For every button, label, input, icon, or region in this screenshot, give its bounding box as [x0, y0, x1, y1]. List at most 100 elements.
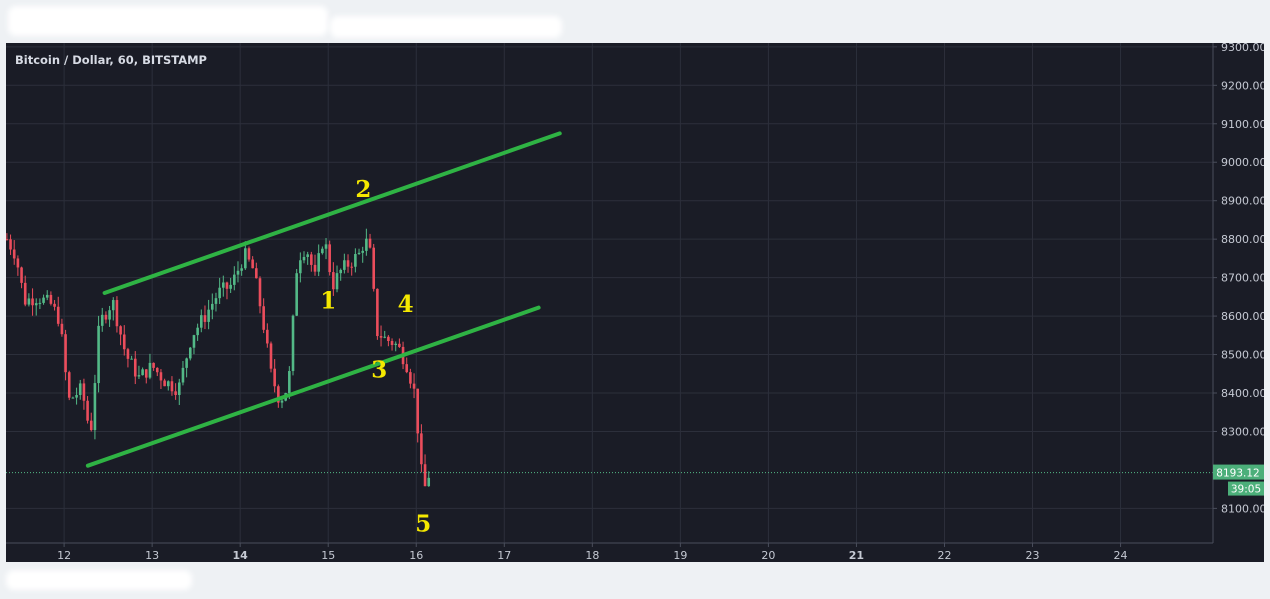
candle-body: [42, 297, 45, 303]
candle-body: [350, 266, 353, 268]
candle-body: [302, 256, 306, 261]
candle-body: [152, 362, 155, 368]
candle-body: [159, 372, 163, 381]
candle-body: [405, 364, 409, 373]
candle-body: [185, 358, 188, 368]
x-tick-label: 23: [1026, 549, 1040, 562]
candle-body: [218, 287, 221, 299]
candle-body: [196, 327, 199, 336]
y-axis[interactable]: 9300.00 9200.00 9100.00 9000.00 8900.00 8800.…: [1213, 43, 1264, 515]
wave-label-3: 3: [371, 357, 387, 384]
y-tick-label: 8300.00: [1221, 425, 1264, 438]
y-tick-label: 9200.00: [1221, 79, 1264, 92]
candle-body: [310, 254, 313, 265]
candle-body: [122, 334, 126, 350]
candle-body: [97, 325, 100, 384]
candle-body: [416, 388, 420, 434]
candle-body: [420, 433, 423, 465]
y-tick-label: 8900.00: [1221, 195, 1264, 208]
candle-body: [111, 300, 115, 311]
x-tick-label: 13: [145, 549, 159, 562]
redacted-header-right: [330, 16, 562, 38]
x-tick-label: 12: [57, 549, 71, 562]
x-tick-label: 14: [233, 549, 249, 562]
candle-body: [387, 336, 390, 342]
candle-body: [346, 260, 350, 267]
x-tick-label: 17: [497, 549, 511, 562]
x-tick-label: 16: [409, 549, 423, 562]
x-axis[interactable]: 12 13 14 15 16 17 18 19 20 21 22 23 24: [57, 543, 1128, 562]
candle-body: [409, 372, 412, 384]
candle-body: [233, 274, 236, 285]
y-tick-label: 8500.00: [1221, 349, 1264, 362]
candle-body: [207, 309, 210, 322]
redacted-header: [8, 6, 328, 36]
candle-body: [412, 383, 416, 389]
candle-body: [49, 294, 53, 304]
candle-body: [78, 383, 82, 395]
candle-body: [192, 335, 196, 348]
candle-body: [163, 380, 166, 387]
wave-annotations: 1 2 3 4 5: [320, 176, 431, 538]
candle-body: [277, 386, 280, 403]
x-tick-label: 24: [1114, 549, 1128, 562]
candle-body: [354, 254, 357, 267]
plot-area[interactable]: [6, 43, 1213, 543]
wave-label-5: 5: [415, 510, 431, 537]
candle-body: [141, 369, 144, 376]
candle-body: [86, 400, 89, 421]
candle-body: [155, 367, 159, 373]
candle-body: [383, 336, 387, 338]
candle-body: [273, 368, 276, 387]
candle-body: [71, 397, 75, 399]
candle-body: [16, 258, 20, 268]
candle-body: [394, 343, 398, 345]
x-tick-label: 21: [849, 549, 864, 562]
candle-body: [306, 254, 309, 257]
candle-body: [266, 329, 269, 344]
candle-body: [93, 383, 97, 431]
candle-body: [75, 394, 78, 398]
price-series: [6, 228, 431, 487]
candle-body: [177, 382, 181, 396]
candle-body: [280, 400, 284, 403]
candle-body: [60, 323, 64, 335]
candle-body: [119, 326, 122, 335]
x-tick-label: 20: [761, 549, 775, 562]
candle-body: [148, 362, 152, 378]
last-price-badge: 8193.12 39:05: [1213, 464, 1264, 496]
candle-body: [104, 314, 108, 320]
candle-body: [321, 248, 324, 254]
candle-body: [166, 381, 170, 387]
candle-body: [258, 278, 262, 307]
candle-body: [398, 343, 401, 347]
candle-body: [365, 238, 368, 251]
candle-body: [295, 273, 298, 316]
candle-body: [203, 315, 207, 322]
candle-body: [126, 349, 130, 359]
y-tick-label: 9000.00: [1221, 156, 1264, 169]
last-price-label: 8193.12: [1216, 468, 1259, 480]
candle-body: [324, 244, 328, 249]
trendline-lower-channel[interactable]: [85, 305, 541, 468]
y-tick-label: 9300.00: [1221, 43, 1264, 54]
candle-body: [291, 315, 295, 372]
candle-body: [27, 298, 31, 305]
trendlines[interactable]: [85, 131, 562, 468]
candle-body: [247, 248, 251, 260]
candle-body: [288, 371, 291, 394]
candle-body: [379, 336, 383, 338]
candle-body: [299, 260, 302, 274]
candle-body: [133, 358, 137, 377]
candle-body: [376, 288, 379, 337]
candle-body: [100, 314, 104, 326]
candle-body: [317, 253, 320, 272]
candle-body: [64, 334, 67, 373]
y-tick-label: 9100.00: [1221, 118, 1264, 131]
candle-body: [115, 300, 119, 327]
trendline-upper-channel[interactable]: [102, 131, 562, 295]
redacted-footer: [6, 570, 192, 590]
wave-label-2: 2: [355, 176, 371, 203]
